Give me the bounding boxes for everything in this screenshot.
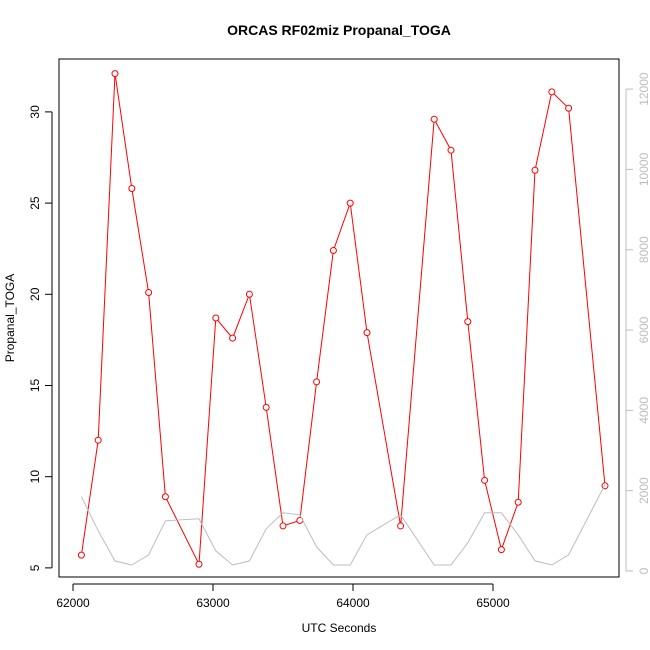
data-point — [548, 88, 556, 96]
data-point — [128, 185, 136, 192]
y-axis-label: Propanal_TOGA — [3, 274, 17, 363]
y2-tick-label: 12000 — [637, 72, 650, 106]
data-point — [430, 115, 438, 123]
y-tick-label: 30 — [28, 105, 42, 119]
data-point — [212, 314, 220, 322]
y2-tick-label: 0 — [637, 567, 650, 574]
x-tick-label: 65000 — [476, 596, 510, 610]
y-tick-label: 20 — [28, 287, 42, 301]
data-point — [397, 522, 405, 530]
data-point — [363, 329, 371, 337]
data-point — [531, 166, 539, 174]
data-point — [481, 476, 489, 484]
data-point — [346, 199, 354, 207]
x-tick-label: 64000 — [336, 596, 370, 610]
data-point — [329, 247, 337, 255]
data-point — [565, 104, 573, 112]
data-point — [313, 378, 321, 386]
x-tick-label: 63000 — [196, 596, 230, 610]
data-point — [514, 498, 522, 506]
plot-layer: 62000 63000 64000 65000 5 10 15 20 25 30 0 2000 4000… — [28, 70, 650, 610]
y2-tick-label: 8000 — [637, 236, 650, 263]
chart-title: ORCAS RF02miz Propanal_TOGA — [227, 22, 451, 38]
data-point — [161, 493, 169, 501]
y2-tick-label: 2000 — [637, 477, 650, 504]
data-point — [229, 334, 237, 342]
series-line-1 — [80, 73, 606, 567]
y-tick-label: 25 — [28, 196, 42, 210]
x-axis-label: UTC Seconds — [302, 621, 377, 635]
data-point — [245, 290, 253, 298]
data-point — [262, 403, 270, 411]
data-point — [464, 318, 472, 326]
data-point — [195, 560, 203, 568]
plot-frame — [58, 58, 620, 578]
data-point — [111, 70, 119, 78]
series-line-2 — [80, 484, 606, 566]
data-point — [279, 522, 287, 530]
data-point — [77, 551, 85, 559]
data-point — [145, 288, 153, 296]
y-tick-label: 5 — [28, 564, 42, 571]
y-tick-label: 10 — [28, 470, 42, 484]
data-point — [447, 146, 455, 154]
y-tick-label: 15 — [28, 378, 42, 392]
y2-tick-label: 10000 — [637, 152, 650, 186]
data-point — [94, 436, 102, 444]
y2-tick-label: 4000 — [637, 397, 650, 424]
y2-tick-label: 6000 — [637, 316, 650, 343]
data-point — [497, 546, 505, 554]
x-tick-label: 62000 — [56, 596, 90, 610]
